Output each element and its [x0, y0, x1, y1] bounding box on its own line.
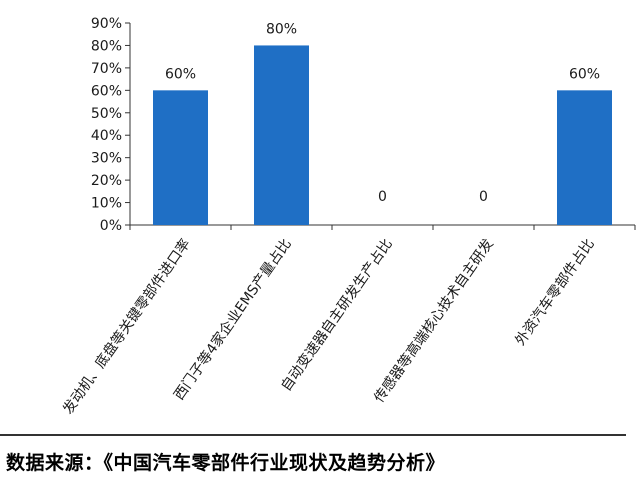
y-tick-label: 30% [91, 151, 122, 167]
data-label: 60% [165, 66, 196, 82]
data-label: 60% [569, 66, 600, 82]
bar [153, 90, 208, 225]
data-labels: 60% 80% 0 0 60% [165, 21, 600, 205]
category-label: 传感器等高端核心技术自主研发 [370, 236, 496, 406]
data-label: 0 [378, 189, 387, 205]
category-label: 外资汽车零部件占比 [512, 236, 598, 349]
y-tick-label: 40% [91, 128, 122, 144]
y-tick-label: 70% [91, 61, 122, 77]
data-label: 0 [479, 189, 488, 205]
y-tick-label: 20% [91, 173, 122, 189]
bar [254, 45, 309, 225]
divider-line [0, 434, 626, 436]
bars [153, 45, 612, 225]
y-tick-label: 80% [91, 38, 122, 54]
y-tick-label: 10% [91, 196, 122, 212]
x-axis [129, 224, 636, 230]
y-tick-label: 60% [91, 83, 122, 99]
category-label: 自动变速器自主研发生产占比 [278, 236, 395, 394]
y-tick-label: 90% [91, 16, 122, 32]
y-axis: 0% 10% 20% 30% 40% 50% 60% 70% 80% 90% [91, 16, 131, 234]
source-note: 数据来源：《中国汽车零部件行业现状及趋势分析》 [6, 452, 446, 474]
category-labels: 发动机、底盘等关键零部件进口率西门子等4家企业EMS产量占比自动变速器自主研发生… [59, 236, 597, 418]
bar-chart: 0%10%20%30%40%50%60%70%80%90% 60%80%0 060… [59, 16, 636, 418]
y-tick-label: 50% [91, 106, 122, 122]
y-tick-label: 0% [100, 218, 122, 234]
data-label: 80% [266, 21, 297, 37]
category-label: 西门子等4家企业EMS产量占比 [170, 236, 294, 404]
bar [557, 90, 612, 225]
